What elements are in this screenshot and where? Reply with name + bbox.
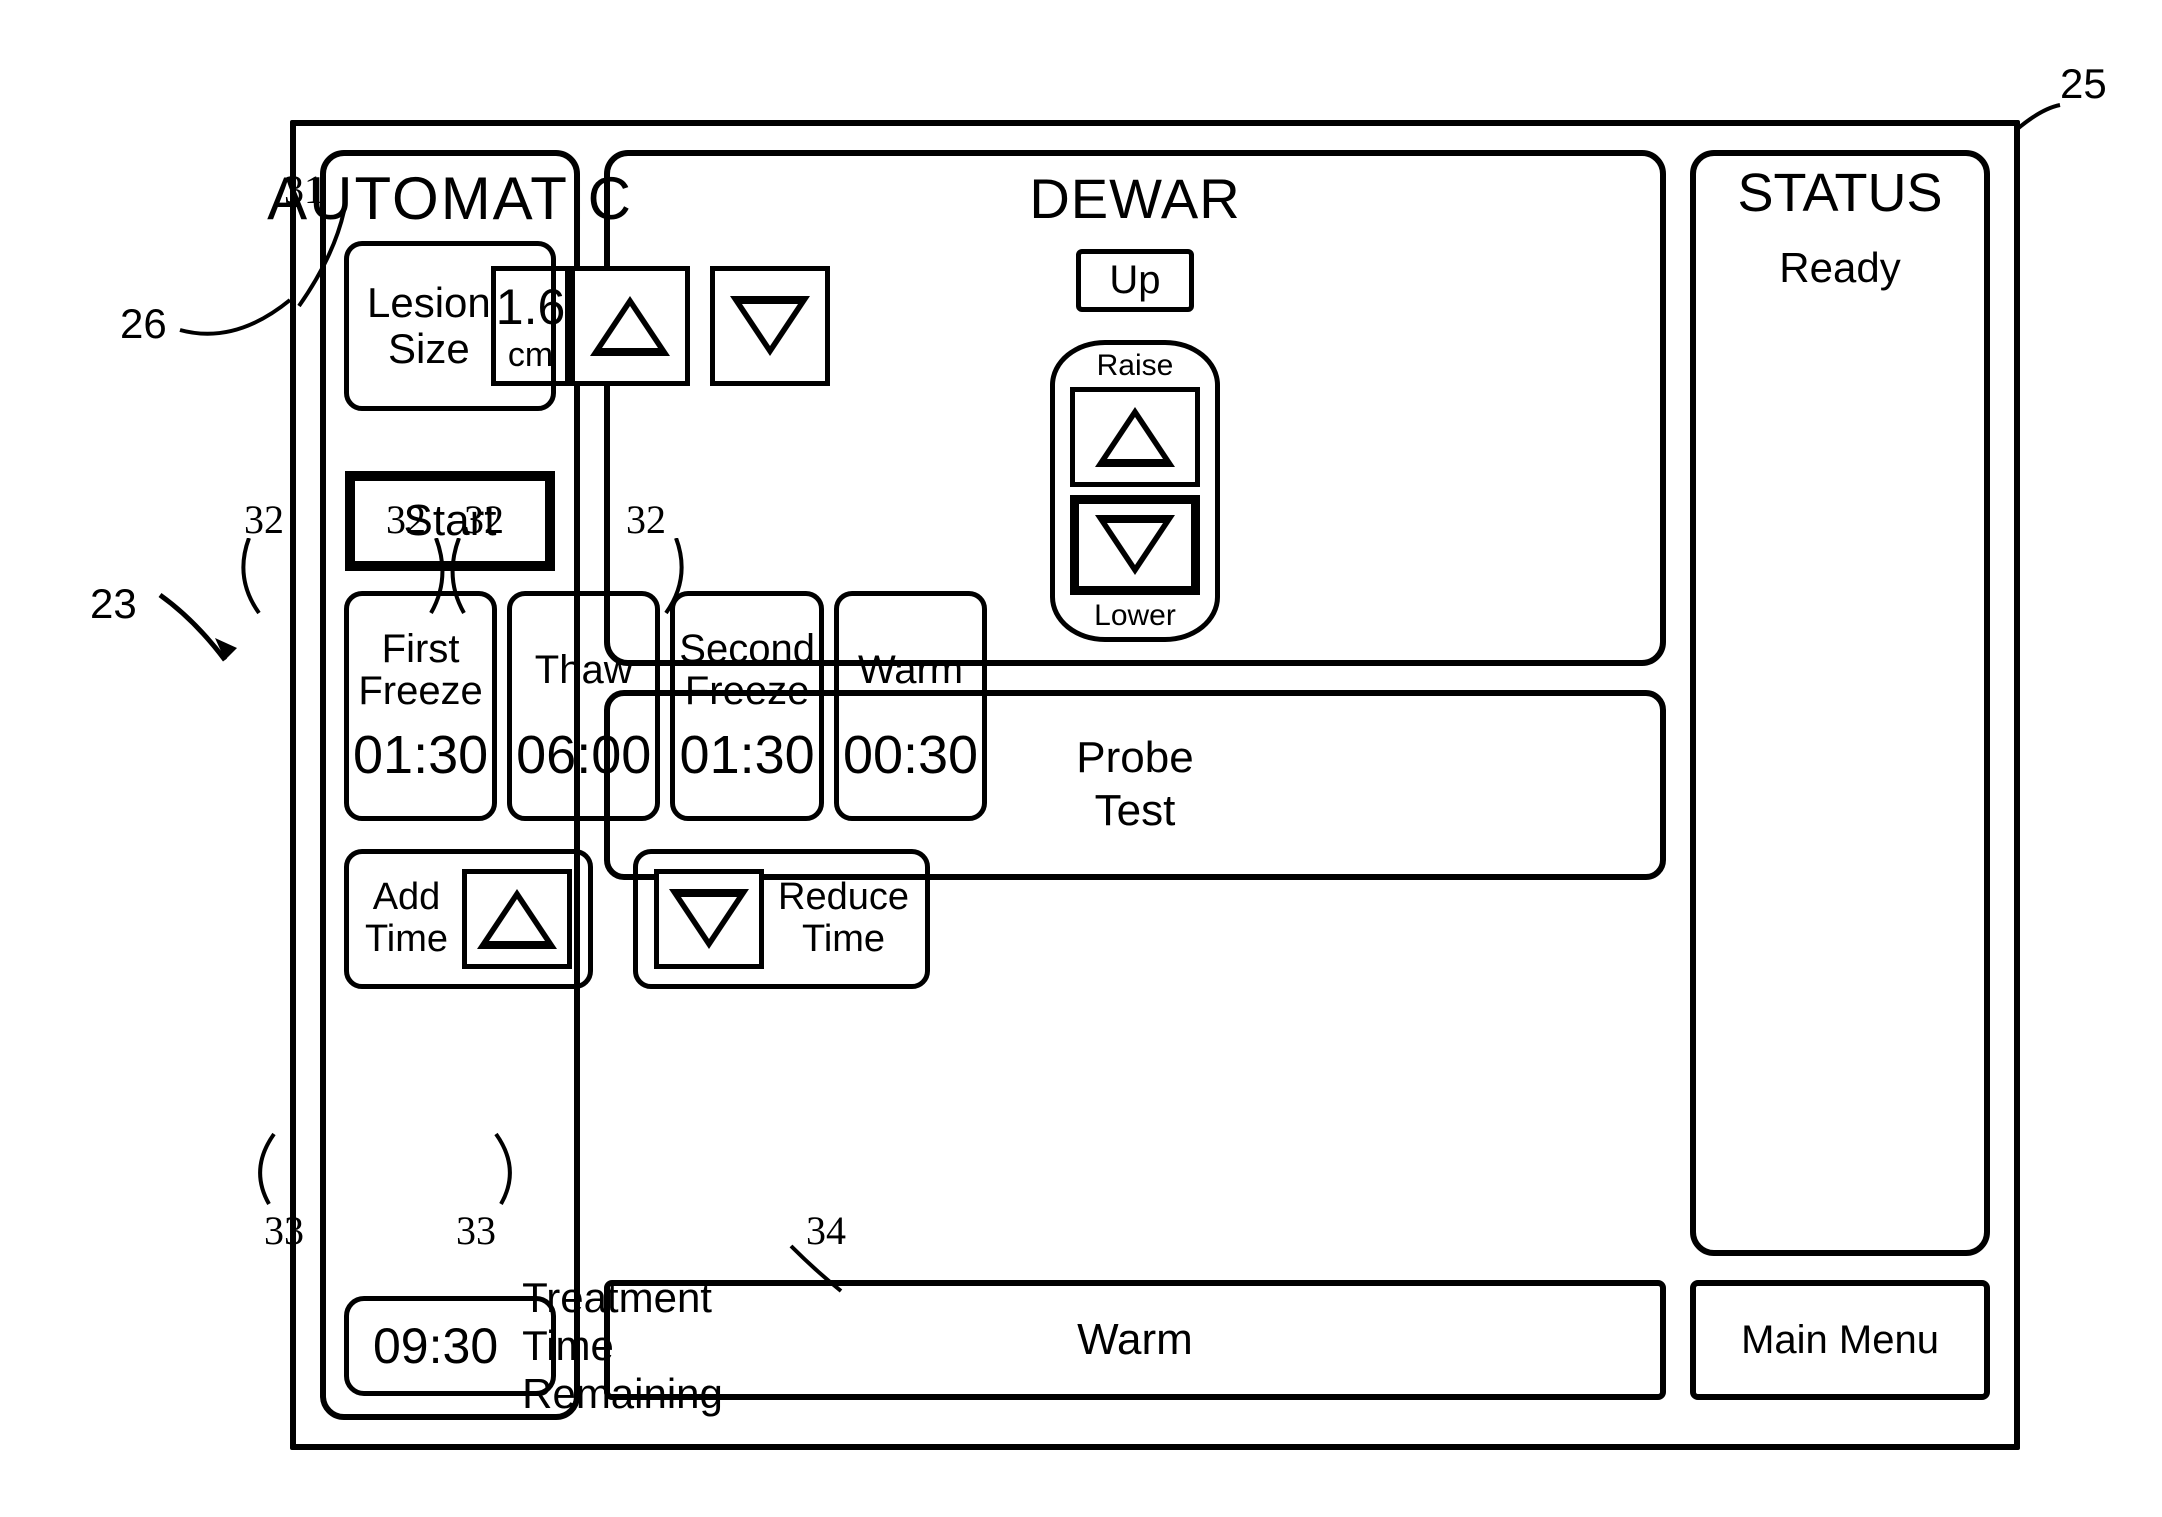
phase-row: First Freeze 01:30 Thaw 06:00 Second Fre… [344, 591, 556, 821]
lesion-size-value: 1.6 [496, 278, 566, 336]
status-column: STATUS Ready [1690, 150, 1990, 1256]
phase-first-freeze[interactable]: First Freeze 01:30 [344, 591, 497, 821]
probe-test-label: Probe Test [1076, 732, 1193, 838]
annotation-26: 26 [120, 300, 167, 348]
main-menu-button[interactable]: Main Menu [1690, 1280, 1990, 1400]
remaining-time-label: Treatment Time Remaining [522, 1274, 723, 1418]
main-menu-label: Main Menu [1741, 1318, 1939, 1363]
phase-label: Warm [858, 623, 963, 718]
phase-time: 01:30 [680, 724, 815, 786]
status-panel: STATUS Ready [1690, 150, 1990, 1256]
warm-button[interactable]: Warm [604, 1280, 1666, 1400]
dewar-panel: DEWAR Up Raise Lower [604, 150, 1666, 666]
phase-time: 00:30 [843, 724, 978, 786]
phase-label: Thaw [535, 623, 633, 718]
dewar-lower-label: Lower [1094, 599, 1176, 633]
add-time-arrow [462, 869, 572, 969]
annotation-32: 32 [244, 496, 284, 543]
automatic-panel: AUTOMATIC Lesion Size 1.6 cm 31 Start 32 [320, 150, 580, 1420]
triangle-up-icon [477, 889, 557, 949]
lesion-decrease-button[interactable] [710, 266, 830, 386]
annotation-23: 23 [90, 580, 137, 628]
triangle-up-icon [590, 296, 670, 356]
device-screen: DEWAR Up Raise Lower Probe Test A [290, 120, 2020, 1450]
status-title: STATUS [1737, 162, 1942, 224]
annotation-32: 32 [626, 496, 666, 543]
dewar-title: DEWAR [1029, 166, 1240, 231]
dewar-lower-button[interactable] [1070, 495, 1200, 595]
phase-label: Second Freeze [679, 623, 815, 718]
treatment-time-remaining: 09:30 Treatment Time Remaining [344, 1296, 556, 1396]
phase-thaw[interactable]: Thaw 06:00 [507, 591, 660, 821]
phase-second-freeze[interactable]: Second Freeze 01:30 [670, 591, 824, 821]
annotation-32: 32 [386, 496, 426, 543]
dewar-raise-lower-group: Raise Lower [1050, 340, 1220, 642]
annotation-33: 33 [456, 1207, 496, 1254]
triangle-up-icon [1095, 407, 1175, 467]
add-time-label: Add Time [365, 877, 448, 961]
add-time-button[interactable]: Add Time [344, 849, 593, 989]
phase-label: First Freeze [358, 623, 483, 718]
annotation-32: 32 [464, 496, 504, 543]
phase-warm[interactable]: Warm 00:30 [834, 591, 987, 821]
remaining-time-value: 09:30 [373, 1317, 498, 1375]
phase-time: 06:00 [516, 724, 651, 786]
triangle-down-icon [730, 296, 810, 356]
annotation-33: 33 [264, 1207, 304, 1254]
dewar-position-indicator: Up [1076, 249, 1193, 312]
lesion-size-unit: cm [508, 336, 553, 375]
lesion-increase-button[interactable] [570, 266, 690, 386]
triangle-down-icon [1095, 515, 1175, 575]
warm-label: Warm [1077, 1315, 1193, 1365]
lesion-size-row: Lesion Size 1.6 cm [344, 241, 556, 411]
reduce-time-label: Reduce Time [778, 877, 909, 961]
lesion-size-value-box: 1.6 cm [491, 266, 571, 386]
dewar-raise-button[interactable] [1070, 387, 1200, 487]
annotation-25: 25 [2060, 60, 2107, 108]
lesion-size-label: Lesion Size [367, 280, 491, 372]
reduce-time-arrow [654, 869, 764, 969]
status-value: Ready [1779, 244, 1900, 292]
reduce-time-button[interactable]: Reduce Time [633, 849, 930, 989]
phase-time: 01:30 [353, 724, 488, 786]
triangle-down-icon [669, 889, 749, 949]
dewar-raise-label: Raise [1097, 349, 1174, 383]
